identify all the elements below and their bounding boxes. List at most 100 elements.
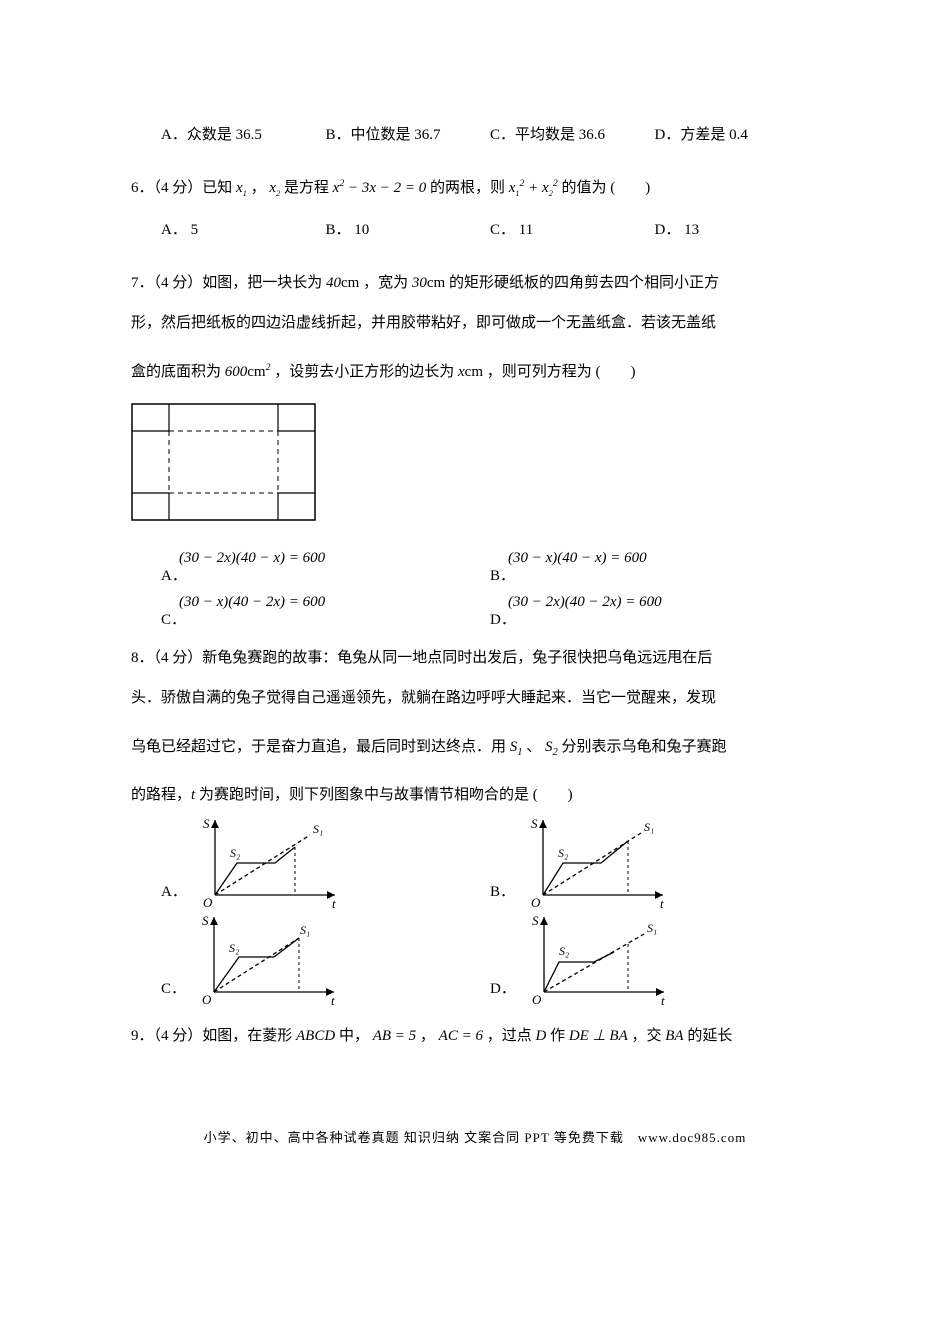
q7-wid: 30cm (412, 275, 445, 291)
q7-optC: (30 − x)(40 − 2x) = 600 C． (161, 593, 490, 629)
q8-cellA: A． S t O S₁ S₂ (161, 815, 490, 910)
q7-optD-eq: (30 − 2x)(40 − 2x) = 600 (490, 593, 819, 611)
q7-stem-l3: 盒的底面积为 600cm2 ，设剪去小正方形的边长为 xcm ，则可列方程为 (… (131, 355, 819, 390)
q6-x2: x2 (269, 180, 280, 196)
q8-graphB: S t O S₁ S₂ (523, 815, 673, 910)
q8-s2: S2 (545, 739, 558, 755)
q7-stem-l2: 形，然后把纸板的四边沿虚线折起，并用胶带粘好，即可做成一个无盖纸盒．若该无盖纸 (131, 306, 819, 341)
q7-len: 40cm (326, 275, 359, 291)
svg-text:t: t (660, 896, 664, 910)
q8-graph-row1: A． S t O S₁ S₂ B． S t O S₁ (131, 815, 819, 910)
q5-optD: D．方差是 0.4 (655, 118, 820, 153)
svg-text:t: t (331, 993, 335, 1007)
q8-stem-l2: 头．骄傲自满的兔子觉得自己遥遥领先，就躺在路边呼呼大睡起来．当它一觉醒来，发现 (131, 681, 819, 716)
q7-optA-eq: (30 − 2x)(40 − x) = 600 (161, 549, 490, 567)
q7-options-row2: (30 − x)(40 − 2x) = 600 C． (30 − 2x)(40 … (131, 593, 819, 629)
q9-abcd: ABCD (296, 1028, 335, 1044)
q6-options: A． 5 B． 10 C． 11 D． 13 (131, 213, 819, 248)
svg-text:O: O (531, 895, 541, 910)
q6-optC: C． 11 (490, 213, 655, 248)
q7-diagram (131, 403, 819, 535)
q8-cellB: B． S t O S₁ S₂ (490, 815, 819, 910)
q9-pre: 9．（4 分）如图，在菱形 (131, 1028, 296, 1044)
q7-s5: 盒的底面积为 (131, 364, 225, 380)
q9-ab: AB = 5 (373, 1028, 416, 1044)
q8-stem-l4: 的路程，t 为赛跑时间，则下列图象中与故事情节相吻合的是 ( ) (131, 778, 819, 813)
q7-options-row1: (30 − 2x)(40 − x) = 600 A． (30 − x)(40 −… (131, 549, 819, 585)
svg-text:S₂: S₂ (558, 846, 568, 860)
q6-pre: 6．（4 分）已知 (131, 180, 236, 196)
q7-s1: 7．（4 分）如图，把一块长为 (131, 275, 326, 291)
q9-m5: ，交 (628, 1028, 666, 1044)
q8-optB-label: B． (490, 875, 515, 910)
q6-eq: x2 − 3x − 2 = 0 (333, 180, 427, 196)
svg-text:S₁: S₁ (300, 923, 310, 937)
q8-l3-post: 分别表示乌龟和兔子赛跑 (558, 739, 727, 755)
q7-optB: (30 − x)(40 − x) = 600 B． (490, 549, 819, 585)
q7-optC-eq: (30 − x)(40 − 2x) = 600 (161, 593, 490, 611)
q9-m2: ， (416, 1028, 439, 1044)
q5-optB: B．中位数是 36.7 (326, 118, 491, 153)
q9-m3: ，过点 (483, 1028, 536, 1044)
q8-graphD: S t O S₁ S₂ (524, 912, 674, 1007)
q8-graphC: S t O S₁ S₂ (194, 912, 344, 1007)
svg-text:O: O (532, 992, 542, 1007)
q7-s2: ，宽为 (359, 275, 412, 291)
q6-expr: x12 + x22 (509, 180, 558, 196)
svg-text:O: O (202, 992, 212, 1007)
q6-optA: A． 5 (161, 213, 326, 248)
svg-text:S: S (531, 816, 538, 831)
q7-optC-label: C． (161, 611, 490, 629)
q6-x1: x1 (236, 180, 247, 196)
q8-l3-pre: 乌龟已经超过它，于是奋力直追，最后同时到达终点．用 (131, 739, 510, 755)
svg-text:S₂: S₂ (559, 944, 569, 958)
q8-l4-post: 为赛跑时间，则下列图象中与故事情节相吻合的是 ( ) (195, 787, 573, 803)
q8-graph-row2: C． S t O S₁ S₂ D． S t O S₁ (131, 912, 819, 1007)
q7-s3: 的矩形硬纸板的四角剪去四个相同小正方 (445, 275, 719, 291)
svg-text:S₁: S₁ (313, 822, 323, 836)
q8-graphA: S t O S₁ S₂ (195, 815, 345, 910)
q7-optD: (30 − 2x)(40 − 2x) = 600 D． (490, 593, 819, 629)
svg-text:S₁: S₁ (644, 820, 654, 834)
q6-mid3: 的两根，则 (426, 180, 509, 196)
q6-mid2: 是方程 (280, 180, 333, 196)
q8-optA-label: A． (161, 875, 187, 910)
q9-ba: BA (665, 1028, 683, 1044)
q8-cellD: D． S t O S₁ S₂ (490, 912, 819, 1007)
q8-s1: S1 (510, 739, 523, 755)
q7-xcm: xcm (458, 364, 483, 380)
q9-end: 的延长 (684, 1028, 733, 1044)
svg-text:S₂: S₂ (230, 846, 240, 860)
q5-options: A．众数是 36.5 B．中位数是 36.7 C．平均数是 36.6 D．方差是… (131, 118, 819, 153)
q5-optC: C．平均数是 36.6 (490, 118, 655, 153)
q8-l4-pre: 的路程， (131, 787, 191, 803)
q7-optB-eq: (30 − x)(40 − x) = 600 (490, 549, 819, 567)
q9-deba: DE ⊥ BA (569, 1028, 628, 1044)
q5-optA: A．众数是 36.5 (161, 118, 326, 153)
q7-optB-label: B． (490, 567, 819, 585)
q6-stem: 6．（4 分）已知 x1 ， x2 是方程 x2 − 3x − 2 = 0 的两… (131, 171, 819, 206)
svg-text:S₁: S₁ (647, 921, 657, 935)
q9-d: D (535, 1028, 546, 1044)
q9-ac: AC = 6 (439, 1028, 483, 1044)
q9-m4: 作 (546, 1028, 569, 1044)
q7-optA-label: A． (161, 567, 490, 585)
q8-stem-l1: 8．（4 分）新龟兔赛跑的故事：龟兔从同一地点同时出发后，兔子很快把乌龟远远甩在… (131, 641, 819, 676)
q8-l3-mid: 、 (523, 739, 546, 755)
q9-stem: 9．（4 分）如图，在菱形 ABCD 中， AB = 5 ， AC = 6 ，过… (131, 1019, 819, 1054)
q8-cellC: C． S t O S₁ S₂ (161, 912, 490, 1007)
q7-s6: ，设剪去小正方形的边长为 (270, 364, 458, 380)
svg-text:O: O (203, 895, 213, 910)
q9-m1: 中， (335, 1028, 373, 1044)
q6-end: 的值为 ( ) (558, 180, 651, 196)
q6-optB: B． 10 (326, 213, 491, 248)
q8-optC-label: C． (161, 972, 186, 1007)
q6-mid1: ， (247, 180, 270, 196)
q7-stem: 7．（4 分）如图，把一块长为 40cm ，宽为 30cm 的矩形硬纸板的四角剪… (131, 266, 819, 301)
q7-optD-label: D． (490, 611, 819, 629)
q8-stem-l3: 乌龟已经超过它，于是奋力直追，最后同时到达终点．用 S1 、 S2 分别表示乌龟… (131, 730, 819, 765)
page-footer: 小学、初中、高中各种试卷真题 知识归纳 文案合同 PPT 等免费下载 www.d… (131, 1123, 819, 1153)
svg-text:t: t (661, 993, 665, 1007)
svg-text:S: S (202, 913, 209, 928)
svg-text:S: S (532, 913, 539, 928)
